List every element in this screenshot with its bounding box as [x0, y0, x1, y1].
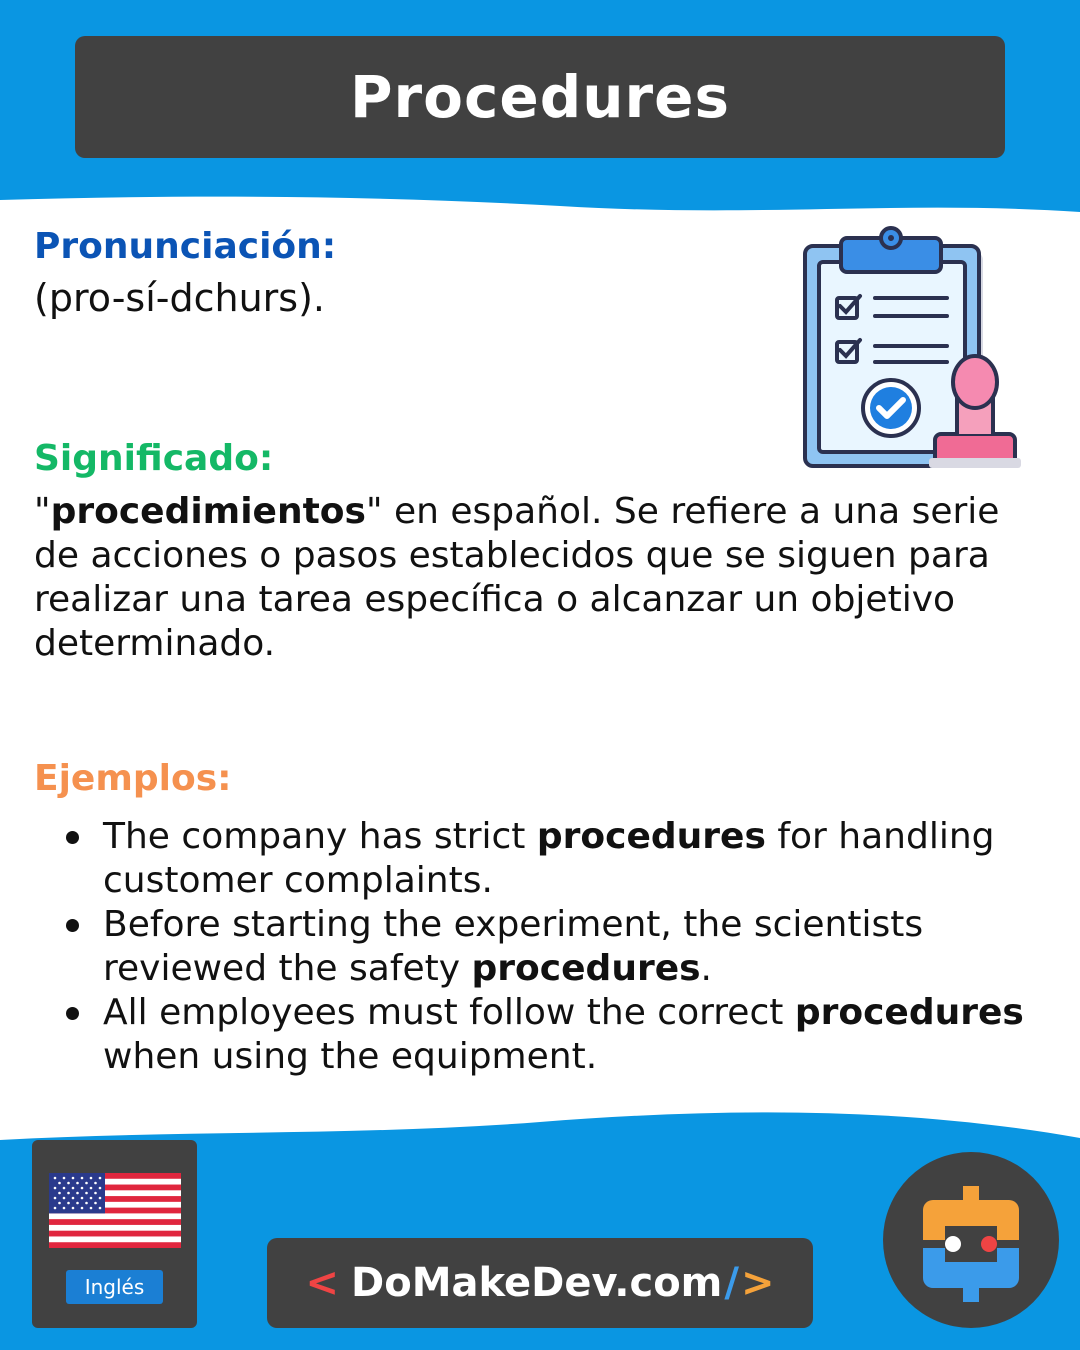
example-keyword: procedures: [536, 816, 766, 857]
pronunciation-text: (pro-sí-dchurs).: [34, 276, 325, 320]
title-bar: Procedures: [75, 36, 1005, 158]
example-text-after: for handling customer complaints.: [103, 816, 995, 901]
website-bracket-close: >: [740, 1260, 775, 1306]
example-item: All employees must follow the correct pr…: [60, 991, 1050, 1079]
website-slash: /: [724, 1260, 739, 1306]
meaning-quote-close: ": [365, 491, 383, 532]
pronunciation-label: Pronunciación:: [34, 226, 337, 267]
examples-label: Ejemplos:: [34, 758, 232, 799]
meaning-keyword: procedimientos: [50, 491, 366, 532]
website-banner: < DoMakeDev.com / >: [267, 1238, 813, 1328]
example-text-before: All employees must follow the correct: [103, 992, 795, 1033]
language-card: Inglés: [32, 1140, 197, 1328]
clipboard-checklist-stamp-icon: [803, 226, 1021, 468]
domakedev-logo-icon: [883, 1152, 1059, 1328]
meaning-description: en español. Se refiere a una serie de ac…: [34, 491, 1000, 664]
example-text-before: Before starting the experiment, the scie…: [103, 904, 924, 989]
example-item: The company has strict procedures for ha…: [60, 815, 1050, 903]
us-flag-icon: [49, 1173, 181, 1248]
example-keyword: procedures: [471, 948, 701, 989]
language-badge: Inglés: [66, 1270, 163, 1304]
meaning-quote-open: ": [34, 491, 51, 532]
example-keyword: procedures: [794, 992, 1024, 1033]
website-name: DoMakeDev.com: [351, 1260, 723, 1306]
example-text-before: The company has strict: [103, 816, 537, 857]
meaning-text: "procedimientos" en español. Se refiere …: [34, 490, 1044, 666]
examples-list: The company has strict procedures for ha…: [60, 815, 1050, 1079]
example-text-after: when using the equipment.: [103, 1036, 598, 1077]
meaning-label: Significado:: [34, 438, 274, 479]
example-text-after: .: [700, 948, 712, 989]
website-bracket-open: <: [305, 1260, 340, 1306]
page-title: Procedures: [350, 63, 730, 131]
example-item: Before starting the experiment, the scie…: [60, 903, 1050, 991]
